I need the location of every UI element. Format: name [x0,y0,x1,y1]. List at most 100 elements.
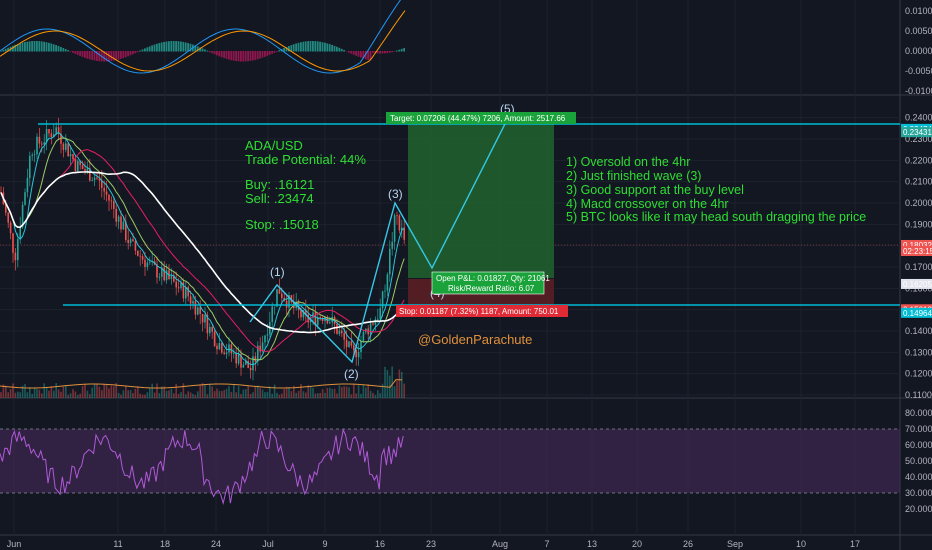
candle-body [199,307,201,314]
moving-average-line [0,131,405,366]
reason-4: 4) Macd crossover on the 4hr [566,197,729,211]
volume-bar [314,393,317,398]
volume-bar [137,386,139,398]
volume-bar [307,385,309,398]
stop-label: Stop: 0.01187 (7.32%) 1187, Amount: 750.… [399,307,559,316]
candle-body [348,341,350,347]
macd-histogram-bar [24,42,26,52]
candle-body [209,326,211,334]
macd-histogram-bar [237,51,240,62]
volume-bar [235,392,237,398]
volume-bar [81,385,84,398]
macd-tick-label: 0.0050 [905,26,932,36]
macd-histogram-bar [360,51,362,58]
volume-bar [72,389,74,398]
macd-histogram-bar [256,51,259,60]
volume-bar [101,390,103,398]
macd-histogram-bar [278,50,281,52]
candle-body [319,317,321,319]
x-tick-label: 17 [850,539,860,549]
macd-histogram-bar [45,42,48,52]
macd-histogram-bar [396,50,398,52]
candle-body [77,160,79,171]
volume-bar [391,366,393,398]
macd-histogram-bar [57,46,60,52]
volume-bar [43,383,45,398]
rsi-line [0,428,404,506]
macd-histogram-bar [168,41,170,52]
price-tag [901,127,932,138]
volume-bar [182,383,185,398]
macd-histogram-bar [369,51,372,61]
macd-histogram-bar [316,41,319,52]
volume-bar [396,380,398,398]
macd-histogram-bar [244,51,247,62]
candle-body [252,356,254,371]
macd-histogram-bar [2,49,5,52]
volume-bar [393,386,396,398]
macd-histogram-bar [355,51,357,56]
candle-body [338,330,341,334]
volume-bar [278,394,281,398]
candle-body [233,352,235,354]
candle-body [192,301,194,304]
macd-histogram-bar [345,51,348,52]
macd-histogram-bar [67,50,69,52]
macd-histogram-bar [379,51,381,54]
x-tick-label: 10 [796,539,806,549]
volume-bar [288,387,290,398]
macd-histogram-bar [86,51,89,59]
macd-histogram-bar [4,48,7,52]
macd-histogram-bar [129,51,132,56]
candle-body [48,129,50,134]
macd-histogram-bar [28,41,31,52]
risk-reward-label: Risk/Reward Ratio: 6.07 [448,284,535,293]
macd-histogram-bar [206,50,209,52]
macd-histogram-bar [16,44,19,52]
volume-bar [223,390,225,398]
macd-histogram-bar [124,51,127,58]
pair-label: ADA/USD [245,138,303,153]
macd-histogram-bar [357,51,360,57]
volume-bar [0,392,2,398]
macd-histogram-bar [216,51,218,56]
macd-histogram-bar [283,47,285,52]
rsi-tick-label: 40.0000 [905,472,932,482]
candle-body [401,227,403,231]
candle-body [321,318,324,322]
macd-histogram-bar [187,43,189,52]
volume-bar [89,394,91,398]
candle-body [43,142,45,145]
profit-zone[interactable] [408,118,554,278]
candle-body [290,295,293,303]
volume-bar [158,393,161,398]
volume-bar [324,392,326,398]
candle-body [261,342,264,352]
macd-histogram-bar [252,51,254,61]
candle-body [372,323,374,325]
macd-histogram-bar [367,51,369,60]
macd-histogram-bar [76,51,79,55]
macd-histogram-bar [117,51,120,60]
candle-body [245,361,247,365]
macd-tick-label: 0.0100 [905,6,932,16]
candle-body [163,267,165,281]
macd-histogram-bar [331,44,333,52]
wave-label-3: (3) [388,187,403,201]
reason-5: 5) BTC looks like it may head south drag… [566,210,866,224]
macd-histogram-bar [273,51,276,53]
candle-body [105,191,108,195]
macd-histogram-bar [175,41,177,52]
elliott-wave-path[interactable] [249,117,509,364]
volume-bar [161,386,163,398]
volume-bar [103,384,105,398]
macd-histogram-bar [79,51,81,56]
macd-histogram-bar [304,41,307,52]
volume-bar [312,387,314,398]
macd-histogram-bar [276,51,278,52]
macd-histogram-bar [48,42,50,52]
volume-bar [249,393,252,398]
